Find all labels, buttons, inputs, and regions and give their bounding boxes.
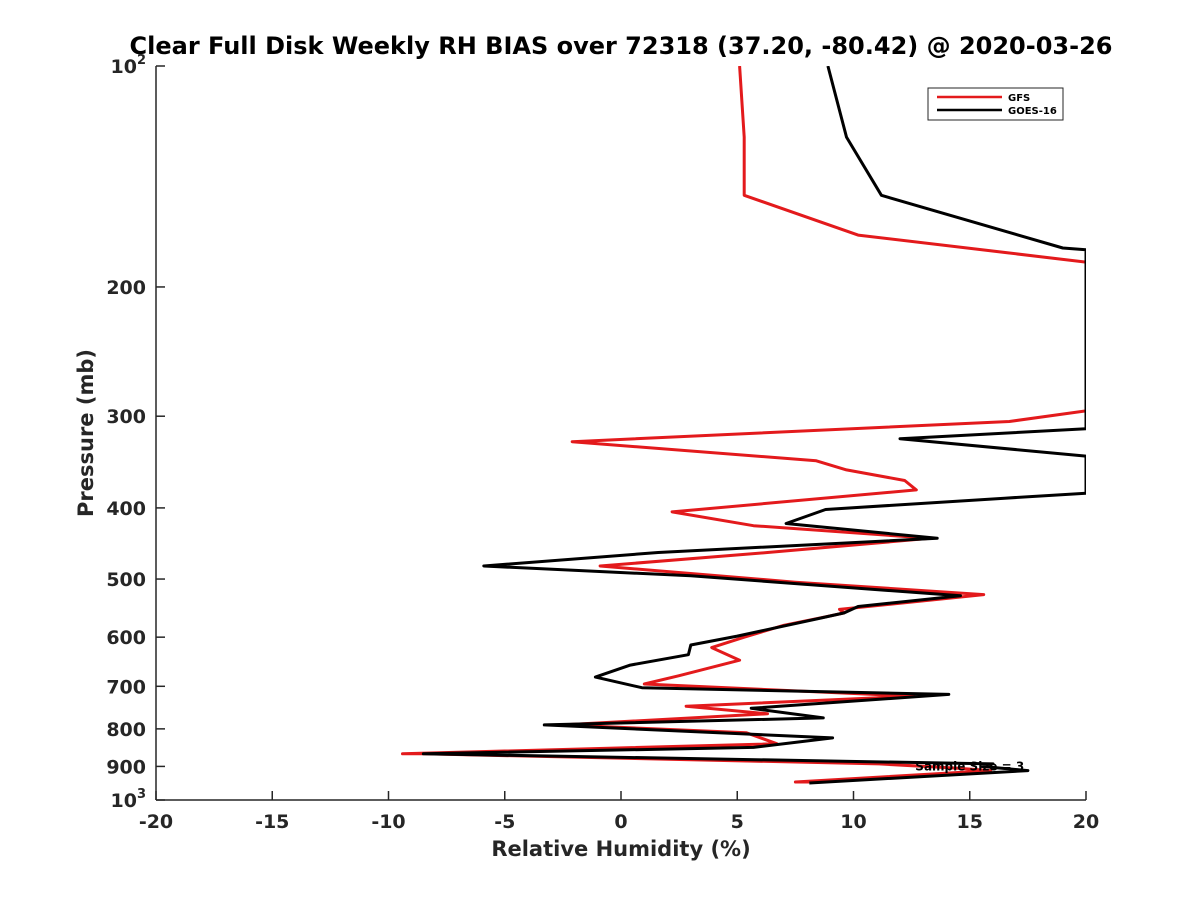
annotations-layer: Sample Size = 3: [915, 759, 1024, 773]
legend-box: [927, 87, 1064, 121]
x-tick-label: 0: [614, 811, 627, 833]
y-tick-label: 300: [106, 406, 146, 428]
y-tick-label: 800: [106, 719, 146, 741]
x-ticks: -20 -15 -10 -5 0 5 10 15 20: [139, 791, 1099, 833]
x-tick-label: 20: [1073, 811, 1099, 833]
y-tick-label: 900: [106, 756, 146, 778]
y-tick-label: 400: [106, 498, 146, 520]
y-ticks: 102 200 300 400 500 600 700 800 900 103: [106, 53, 165, 812]
y-tick-label: 500: [106, 569, 146, 591]
x-tick-label: -15: [255, 811, 289, 833]
x-tick-label: 10: [840, 811, 866, 833]
y-axis-label: Pressure (mb): [74, 349, 98, 517]
axes-layer: [155, 66, 1086, 801]
x-tick-label: -5: [494, 811, 515, 833]
x-tick-label: 15: [957, 811, 983, 833]
y-tick-label: 200: [106, 277, 146, 299]
x-tick-label: -10: [371, 811, 405, 833]
legend-label-goes16: GOES-16: [1008, 106, 1057, 117]
y-tick-label: 103: [111, 787, 147, 812]
y-tick-label: 700: [106, 676, 146, 698]
x-tick-label: 5: [731, 811, 744, 833]
series-line-goes16: [421, 66, 1086, 785]
y-tick-label: 102: [111, 53, 147, 78]
x-axis-label: Relative Humidity (%): [491, 837, 750, 861]
chart-title: Clear Full Disk Weekly RH BIAS over 7231…: [130, 32, 1113, 60]
series-layer: [401, 66, 1086, 785]
x-tick-label: -20: [139, 811, 173, 833]
sample-size-annotation: Sample Size = 3: [915, 759, 1024, 773]
y-tick-label: 600: [106, 627, 146, 649]
series-line-gfs: [401, 66, 1086, 784]
legend-label-gfs: GFS: [1008, 93, 1030, 104]
legend: GFS GOES-16: [927, 87, 1064, 121]
